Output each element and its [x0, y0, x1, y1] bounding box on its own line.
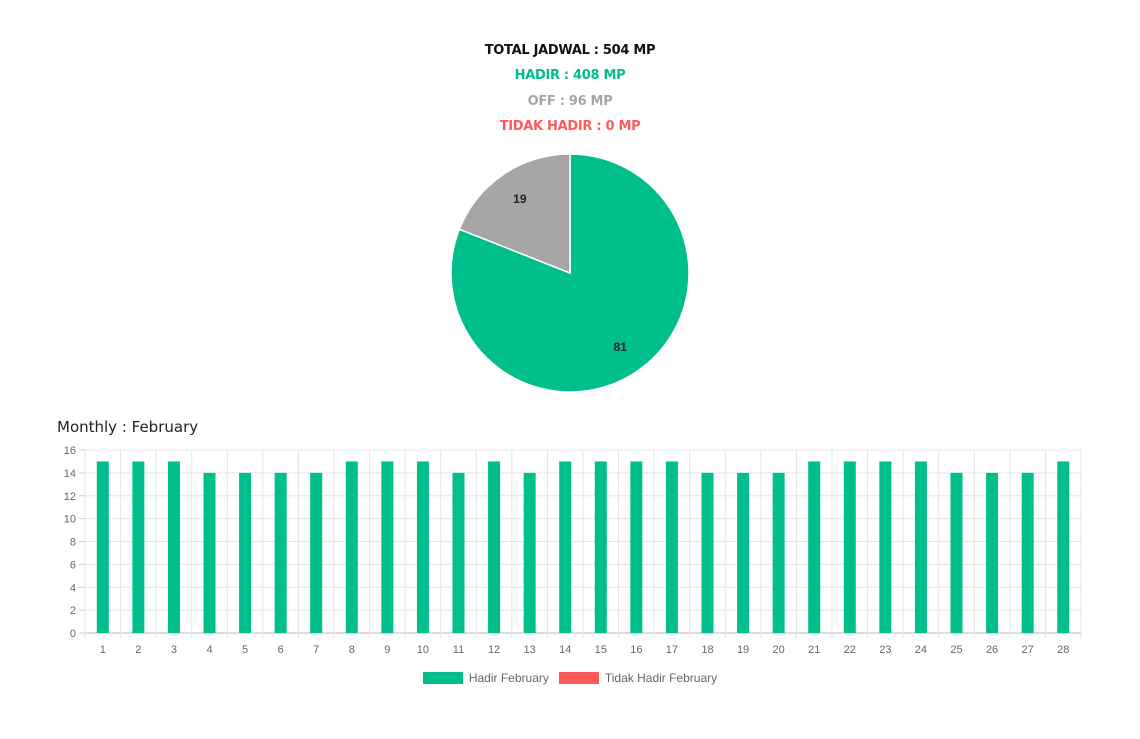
y-tick-label: 8 — [70, 537, 76, 549]
bar-hadir-18[interactable] — [701, 472, 714, 633]
x-tick-label: 8 — [349, 644, 355, 656]
x-tick-label: 28 — [1057, 644, 1069, 656]
bar-hadir-13[interactable] — [523, 472, 536, 633]
y-tick-label: 6 — [70, 559, 76, 571]
x-tick-label: 20 — [773, 644, 785, 656]
x-tick-label: 24 — [915, 644, 927, 656]
y-tick-label: 14 — [64, 468, 76, 480]
bar-hadir-4[interactable] — [203, 472, 216, 633]
total-jadwal-label: TOTAL JADWAL : 504 MP — [484, 43, 656, 58]
bar-hadir-25[interactable] — [950, 472, 963, 633]
bar-hadir-8[interactable] — [345, 461, 358, 633]
y-tick-label: 12 — [64, 491, 76, 503]
x-tick-label: 17 — [666, 644, 678, 656]
bar-hadir-27[interactable] — [1021, 472, 1034, 633]
legend-item-tidak-hadir[interactable]: Tidak Hadir February — [558, 671, 718, 685]
hadir-label: HADIR : 408 MP — [514, 68, 626, 83]
y-tick-label: 10 — [64, 514, 76, 526]
bar-hadir-15[interactable] — [594, 461, 607, 633]
bar-hadir-16[interactable] — [630, 461, 643, 633]
tidak-hadir-label: TIDAK HADIR : 0 MP — [499, 119, 641, 134]
bar-hadir-23[interactable] — [879, 461, 892, 633]
x-tick-label: 19 — [737, 644, 749, 656]
x-tick-label: 15 — [595, 644, 607, 656]
x-tick-label: 18 — [701, 644, 713, 656]
x-tick-label: 6 — [278, 644, 284, 656]
pie-label-hadir: 81 — [613, 340, 627, 354]
bar-hadir-24[interactable] — [914, 461, 927, 633]
pie-label-off: 19 — [513, 192, 527, 206]
x-tick-label: 23 — [879, 644, 891, 656]
bar-hadir-2[interactable] — [132, 461, 145, 633]
bar-hadir-1[interactable] — [96, 461, 109, 633]
legend-label-hadir: Hadir February — [468, 671, 549, 685]
x-tick-label: 9 — [384, 644, 390, 656]
bar-hadir-3[interactable] — [167, 461, 180, 633]
x-tick-label: 26 — [986, 644, 998, 656]
bar-hadir-7[interactable] — [310, 472, 323, 633]
bar-hadir-9[interactable] — [381, 461, 394, 633]
bar-hadir-6[interactable] — [274, 472, 287, 633]
off-label: OFF : 96 MP — [527, 94, 613, 109]
x-tick-label: 1 — [100, 644, 106, 656]
bar-hadir-21[interactable] — [808, 461, 821, 633]
x-tick-label: 12 — [488, 644, 500, 656]
x-tick-label: 2 — [135, 644, 141, 656]
x-tick-label: 13 — [524, 644, 536, 656]
pie-slice-off[interactable] — [458, 153, 571, 275]
x-tick-label: 21 — [808, 644, 820, 656]
bar-hadir-17[interactable] — [665, 461, 678, 633]
y-tick-label: 2 — [70, 605, 76, 617]
x-tick-label: 3 — [171, 644, 177, 656]
x-tick-label: 22 — [844, 644, 856, 656]
bar-hadir-11[interactable] — [452, 472, 465, 633]
x-tick-label: 25 — [950, 644, 962, 656]
x-tick-label: 5 — [242, 644, 248, 656]
bar-hadir-28[interactable] — [1057, 461, 1070, 633]
x-tick-label: 11 — [453, 644, 464, 656]
y-tick-label: 4 — [70, 582, 76, 594]
x-tick-label: 14 — [559, 644, 571, 656]
pie-slice-hadir[interactable] — [450, 153, 690, 393]
x-tick-label: 4 — [206, 644, 212, 656]
y-tick-label: 0 — [70, 628, 76, 640]
x-tick-label: 10 — [417, 644, 429, 656]
bar-hadir-22[interactable] — [843, 461, 856, 633]
bar-hadir-10[interactable] — [416, 461, 429, 633]
bar-hadir-12[interactable] — [488, 461, 501, 633]
bar-legend: Hadir February Tidak Hadir February — [0, 671, 1140, 685]
bar-hadir-14[interactable] — [559, 461, 572, 633]
attendance-pie-chart: 81 19 — [450, 153, 690, 393]
legend-swatch-hadir — [422, 672, 463, 684]
bar-hadir-5[interactable] — [239, 472, 252, 633]
legend-swatch-tidak-hadir — [558, 672, 599, 684]
y-tick-label: 16 — [64, 445, 76, 457]
monthly-title: Monthly : February — [57, 418, 199, 436]
x-tick-label: 7 — [313, 644, 319, 656]
x-tick-label: 16 — [630, 644, 642, 656]
legend-item-hadir[interactable]: Hadir February — [422, 671, 549, 685]
bar-hadir-19[interactable] — [737, 472, 750, 633]
legend-label-tidak-hadir: Tidak Hadir February — [604, 671, 718, 685]
bar-hadir-26[interactable] — [986, 472, 999, 633]
x-tick-label: 27 — [1022, 644, 1034, 656]
bar-hadir-20[interactable] — [772, 472, 785, 633]
